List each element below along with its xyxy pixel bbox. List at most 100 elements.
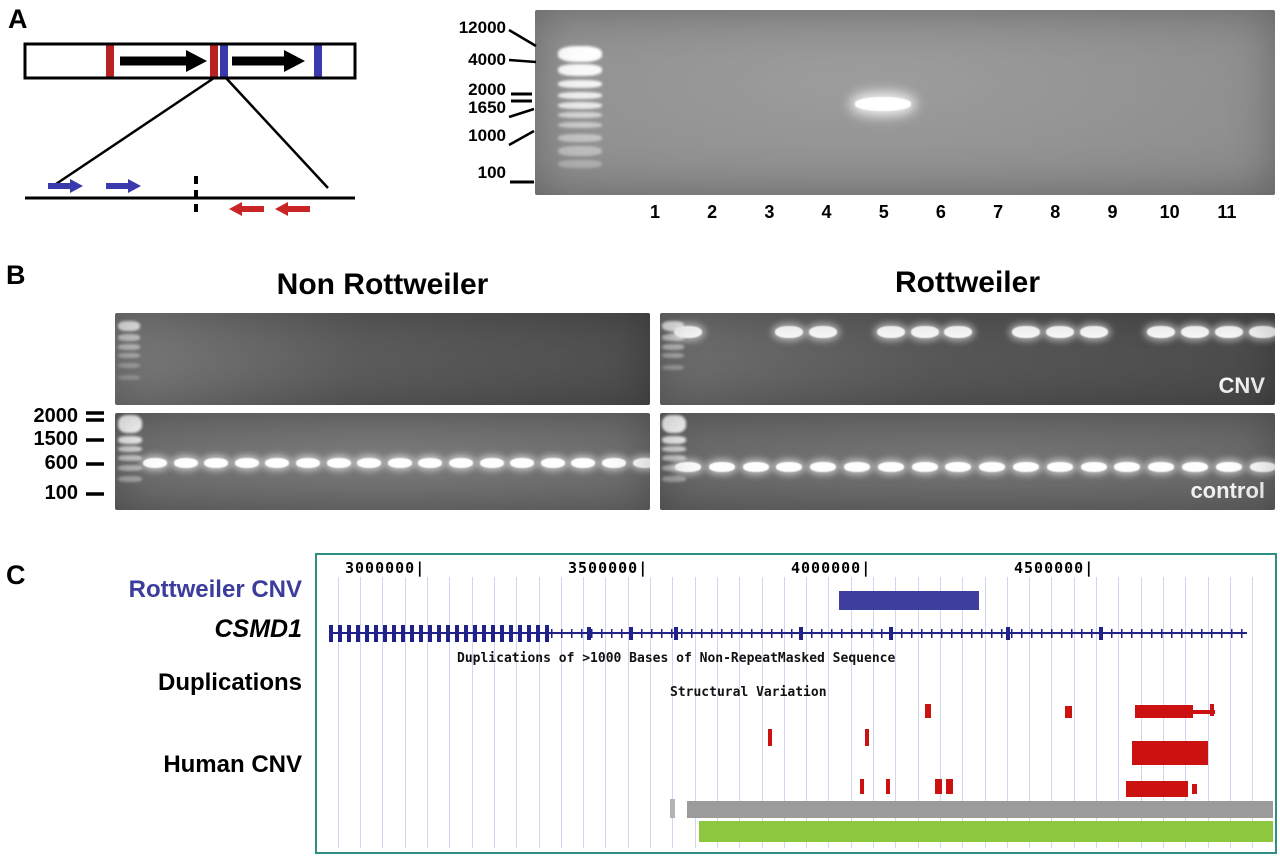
gridline [427, 577, 428, 848]
gridline [560, 577, 562, 848]
mw-callout-lines [508, 28, 537, 184]
gene-exon [889, 627, 893, 640]
rottweiler-title: Rottweiler [894, 266, 1041, 299]
gridline [516, 577, 518, 848]
gel-band [234, 458, 259, 468]
panel-a-gel [535, 10, 1275, 195]
gridline [917, 577, 919, 848]
gel-band [979, 462, 1006, 472]
lane-number-10: 10 [1159, 202, 1180, 222]
ladder-band [558, 80, 602, 88]
human-cnv-mark [1065, 706, 1072, 718]
gel-band [510, 458, 535, 468]
gridline [873, 577, 874, 848]
gridline [672, 577, 674, 848]
human-cnv-mark [935, 779, 942, 794]
ladder-band [662, 353, 684, 358]
forward-arrow-1-head [186, 50, 207, 72]
gel-band [1046, 462, 1073, 472]
zoom-line-right [225, 77, 329, 189]
gridline [1096, 577, 1097, 848]
lane-number-1: 1 [649, 202, 660, 222]
cnv-gel-label: CNV [1218, 373, 1265, 398]
gridline [404, 577, 406, 848]
gel-band [173, 458, 198, 468]
genome-browser: 3000000| 3500000| 4000000| 4500000| Dupl… [315, 553, 1277, 854]
gel-band [571, 458, 596, 468]
ladder-band [662, 344, 684, 350]
gel-rot-control: control [660, 413, 1275, 510]
gray-tick [670, 799, 675, 818]
blue-marker-bar-1 [220, 45, 228, 77]
forward-primer-head-1 [70, 179, 83, 193]
gel-band [540, 458, 565, 468]
gridline [716, 577, 718, 848]
red-marker-bar [106, 45, 114, 77]
gridline [828, 577, 830, 848]
gel-band [1079, 326, 1108, 338]
gridline [627, 577, 629, 848]
ladder-band [118, 415, 142, 433]
gridline [984, 577, 986, 848]
gel-band [775, 326, 804, 338]
gridline [739, 577, 741, 848]
ladder-band [662, 334, 684, 341]
mw-label-100: 100 [477, 163, 506, 182]
gridline [962, 577, 964, 848]
gel-band [877, 462, 904, 472]
ladder-band [118, 363, 140, 368]
gel-nonrot-control [115, 413, 650, 510]
gridline [850, 577, 852, 848]
gridline [538, 577, 540, 848]
duplications-label: Duplications [157, 669, 302, 696]
ladder-band [118, 455, 142, 461]
gene-exon [674, 627, 678, 640]
human-cnv-gray-bar [687, 801, 1273, 818]
panel-b-label: B [6, 260, 26, 290]
gel-band [809, 326, 838, 338]
coord-label-4000000: 4000000| [791, 559, 872, 577]
gel-band [776, 462, 803, 472]
gridline [1051, 577, 1053, 848]
ladder-band [558, 122, 602, 128]
lane-number-7: 7 [993, 202, 1004, 222]
gridline [1252, 577, 1254, 848]
gridline [583, 577, 585, 848]
human-cnv-label: Human CNV [163, 751, 302, 778]
gene-exon [629, 627, 633, 640]
ladder-band [118, 321, 140, 331]
ladder-band [662, 465, 686, 471]
gel-band [708, 462, 735, 472]
gene-intron-ticks [551, 629, 1247, 638]
gel-band [1181, 326, 1209, 338]
ladder-band [662, 365, 684, 370]
mw-label-b-1500: 1500 [33, 428, 79, 450]
ladder-band [118, 465, 142, 471]
human-cnv-mark [1210, 704, 1214, 716]
gridline [1006, 577, 1008, 848]
mw-label-1650: 1650 [468, 98, 506, 117]
human-cnv-mark [946, 779, 953, 794]
ladder-band [662, 476, 686, 482]
gridline [783, 577, 785, 848]
ladder-band [118, 436, 142, 444]
gridline [761, 577, 763, 848]
red-marker-bar-2 [210, 45, 218, 77]
mw-label-b-600: 600 [44, 452, 78, 474]
gel-band [945, 462, 972, 472]
ladder-band [118, 334, 140, 341]
mw-label-12000: 12000 [458, 18, 506, 37]
gridline [895, 577, 897, 848]
lane-number-2: 2 [707, 202, 718, 222]
human-cnv-mark [1193, 710, 1215, 714]
ladder-band [558, 46, 602, 62]
gel-band [1182, 462, 1208, 472]
lane-number-11: 11 [1217, 202, 1237, 222]
coord-label-3500000: 3500000| [568, 559, 649, 577]
gene-label: CSMD1 [214, 615, 302, 643]
gridline [471, 577, 473, 848]
gel-band [910, 326, 939, 338]
ladder-band [118, 446, 142, 452]
gel-band [1013, 462, 1039, 472]
